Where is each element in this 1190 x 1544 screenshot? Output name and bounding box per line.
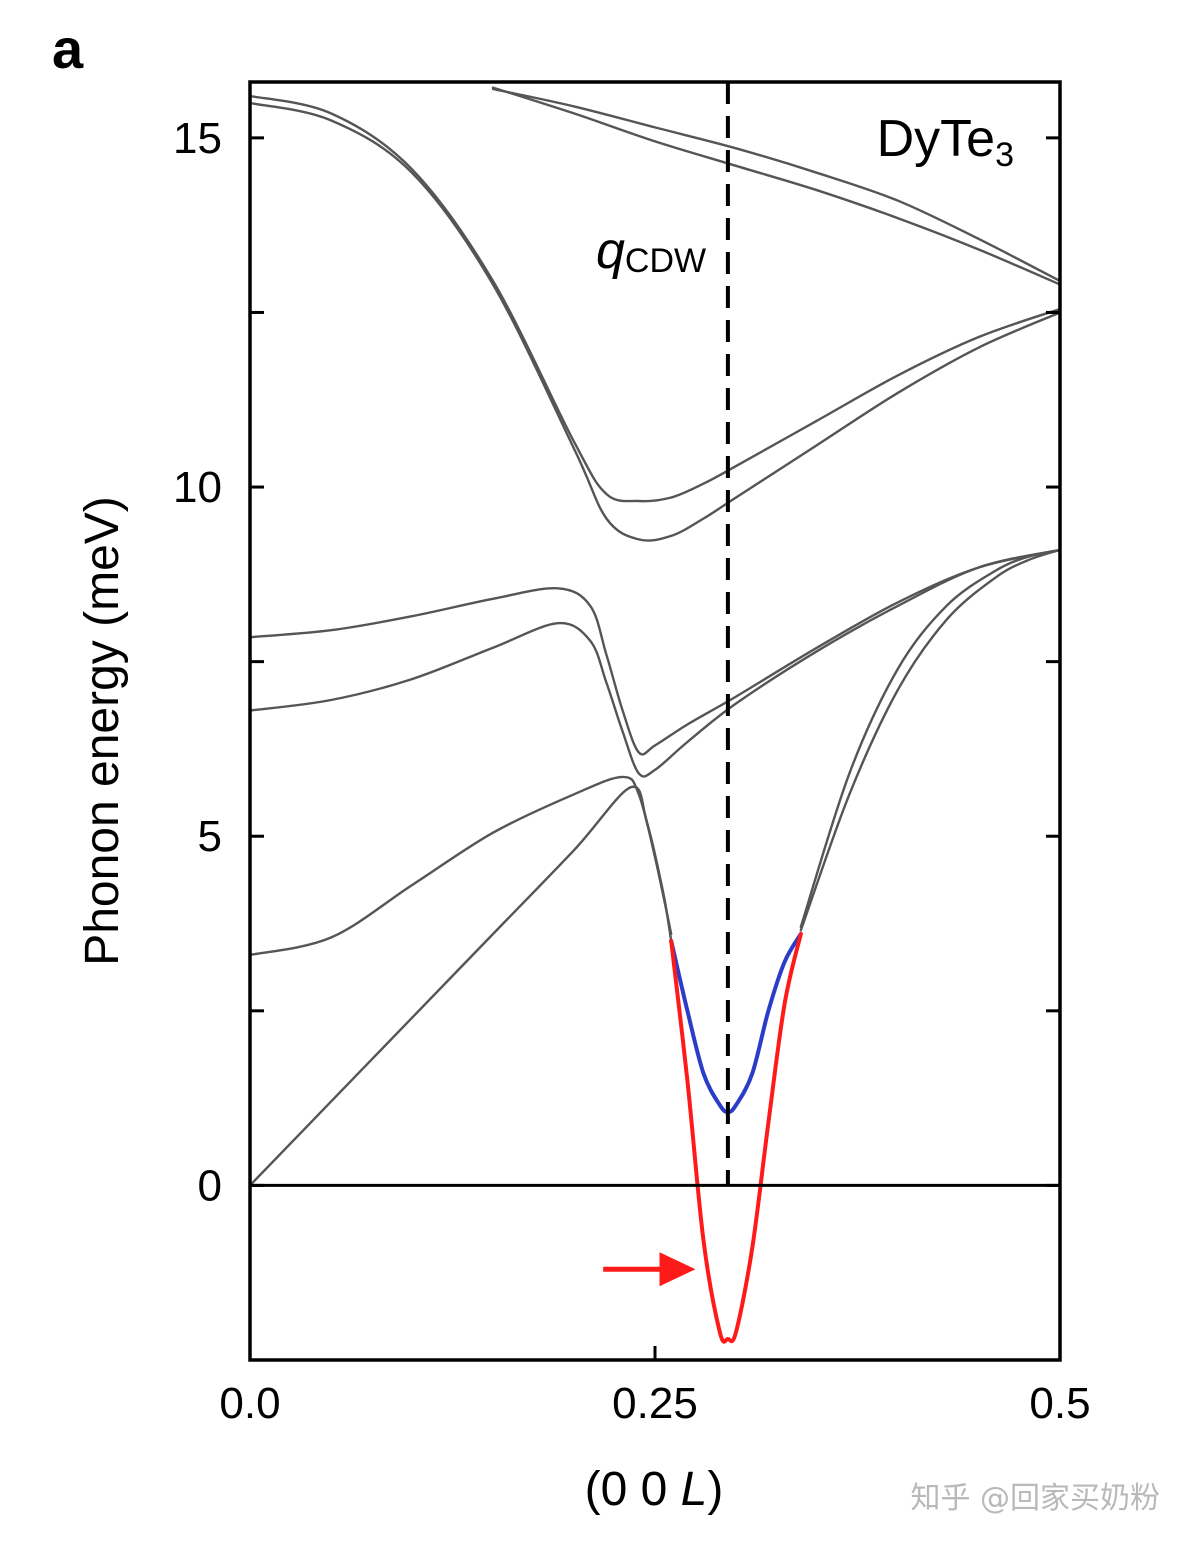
series-gray-5 [248,548,1062,778]
series-gray-8 [799,548,1062,929]
y-tick-label: 5 [198,812,222,861]
series-gray-4 [248,548,1062,756]
y-tick-label: 15 [173,114,222,163]
series-red-11 [669,932,803,1344]
series-blue-10 [669,932,803,1115]
x-axis-title: (0 0 L) [585,1463,724,1516]
axis-tick-labels: 0 5 10 15 0.0 0.25 0.5 [173,114,1091,1428]
x-tick-label: 0.25 [612,1379,698,1428]
material-label: DyTe3 [877,110,1014,174]
q-cdw-subscript: CDW [625,242,706,280]
y-tick-label: 0 [198,1161,222,1210]
series-gray-2 [491,87,1062,283]
x-axis-title-prefix: (0 0 [585,1463,681,1516]
x-axis-title-suffix: ) [707,1463,723,1516]
material-subscript: 3 [995,136,1014,174]
x-tick-label: 0.5 [1029,1379,1090,1428]
q-cdw-symbol: q [596,222,625,280]
x-tick-label: 0.0 [219,1379,280,1428]
arrow-head [659,1252,696,1287]
y-tick-label: 10 [173,463,222,512]
axis-ticks [248,136,1062,1360]
series-gray-3 [491,86,1062,286]
x-axis-title-variable: L [681,1463,708,1516]
series-gray-0 [248,94,1062,503]
watermark: 知乎 @回家买奶粉 [910,1481,1160,1516]
series-gray-6 [248,775,673,957]
panel-label: a [52,17,84,80]
y-axis-title: Phonon energy (meV) [76,496,129,966]
red-arrow-marker [603,1252,696,1287]
series-gray-9 [799,548,1062,932]
material-base: DyTe [877,110,995,168]
q-cdw-label: qCDW [596,222,706,280]
series-gray-1 [248,101,1062,542]
series-gray-7 [248,785,673,1187]
series-group [248,86,1062,1344]
